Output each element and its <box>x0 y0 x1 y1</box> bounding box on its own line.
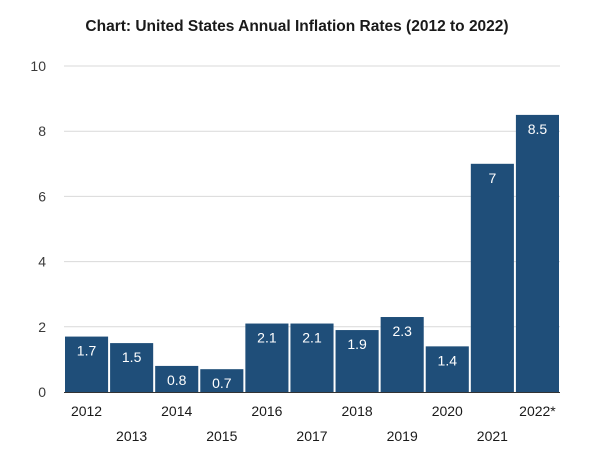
bars <box>65 114 559 393</box>
bar <box>335 330 379 392</box>
bar <box>425 346 469 392</box>
y-tick-label: 10 <box>30 58 46 74</box>
x-tick-label: 2021 <box>477 428 508 444</box>
bar <box>110 343 154 392</box>
data-label: 0.7 <box>212 375 232 391</box>
x-tick-label: 2012 <box>71 403 102 419</box>
bar <box>155 365 199 392</box>
data-label: 7 <box>488 170 496 186</box>
x-tick-label: 2014 <box>161 403 192 419</box>
bar <box>290 323 334 392</box>
y-tick-label: 8 <box>38 123 46 139</box>
x-tick-label: 2016 <box>251 403 282 419</box>
x-tick-label: 2018 <box>342 403 373 419</box>
data-label: 8.5 <box>528 121 548 137</box>
data-label: 1.5 <box>122 349 142 365</box>
x-tick-label: 2015 <box>206 428 237 444</box>
y-tick-label: 2 <box>38 319 46 335</box>
bar <box>380 317 424 392</box>
data-label: 2.1 <box>302 330 322 346</box>
x-tick-label: 2013 <box>116 428 147 444</box>
bar <box>515 114 559 393</box>
data-label: 1.9 <box>347 336 367 352</box>
x-axis-ticks: 2012 2013 2014 2015 2016 2017 2018 2019 2020 2021… <box>71 403 556 444</box>
x-tick-label: 2022* <box>519 403 556 419</box>
bar <box>200 369 244 392</box>
data-label: 2.1 <box>257 330 277 346</box>
data-labels: 1.7 1.5 0.8 0.7 2.1 2.1 1.9 2.3 1.4 7 8.5 <box>77 121 548 391</box>
y-tick-label: 4 <box>38 254 46 270</box>
bar <box>245 323 289 392</box>
bar <box>65 336 109 392</box>
bar <box>470 163 514 392</box>
x-tick-label: 2019 <box>387 428 418 444</box>
data-label: 0.8 <box>167 372 187 388</box>
y-axis-ticks: 0 2 4 6 8 10 <box>30 58 46 400</box>
chart-title: Chart: United States Annual Inflation Ra… <box>85 18 509 35</box>
data-label: 2.3 <box>392 323 412 339</box>
data-label: 1.7 <box>77 343 97 359</box>
x-tick-label: 2020 <box>432 403 463 419</box>
x-tick-label: 2017 <box>296 428 327 444</box>
y-tick-label: 0 <box>38 384 46 400</box>
y-tick-label: 6 <box>38 188 46 204</box>
data-label: 1.4 <box>438 352 458 368</box>
